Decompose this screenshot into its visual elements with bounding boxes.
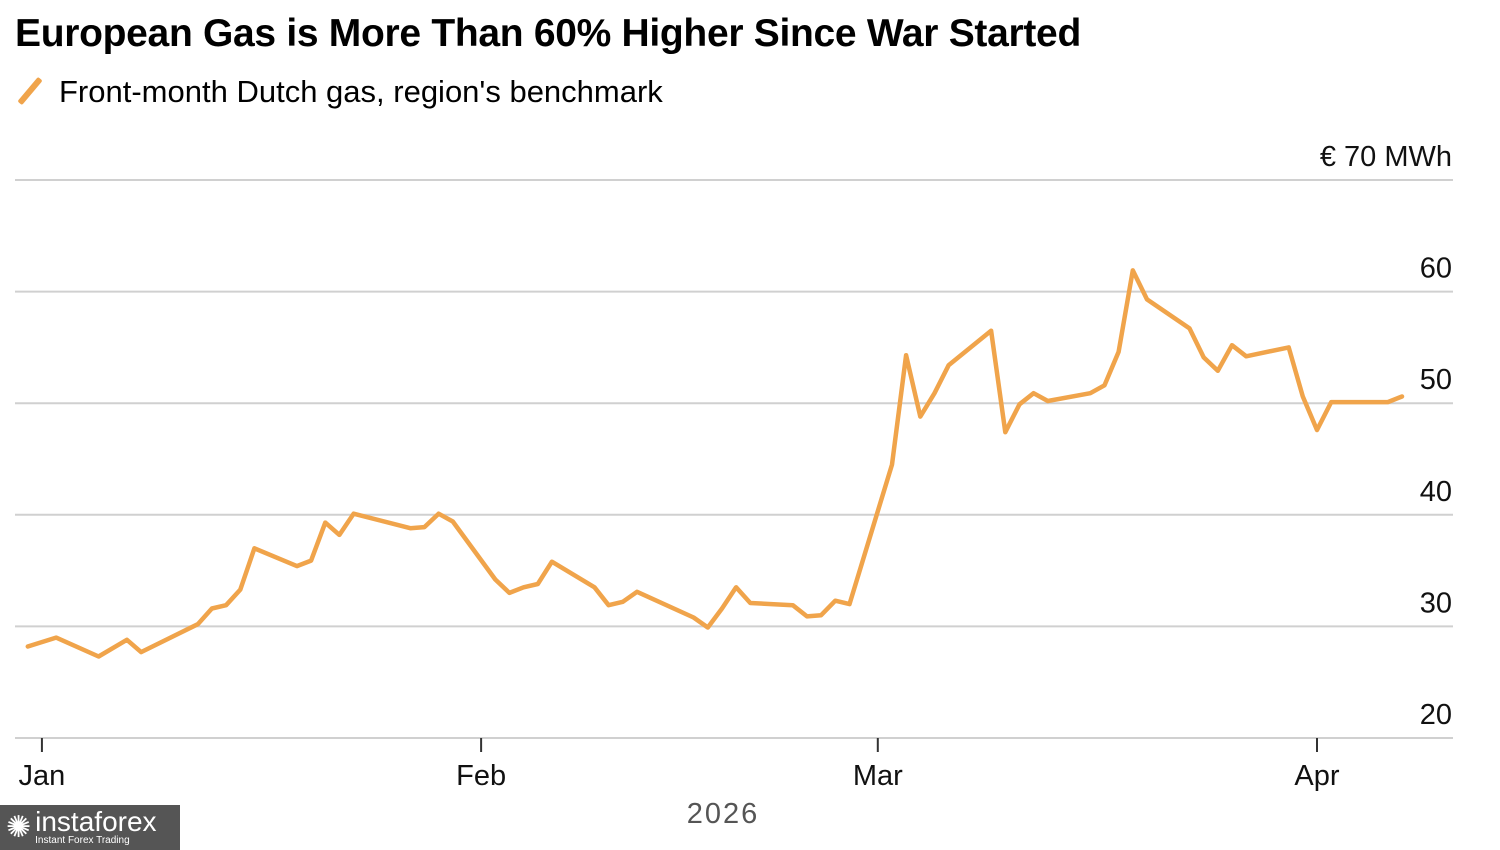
y-tick-label: 40	[1420, 476, 1452, 508]
x-tick-label: Feb	[456, 760, 506, 792]
x-tick-label: Mar	[853, 760, 903, 792]
data-points	[27, 270, 1403, 657]
x-tick-label: Jan	[19, 760, 66, 792]
y-tick-label: 20	[1420, 699, 1452, 731]
logo-name: instaforex	[35, 806, 157, 837]
instaforex-logo: ✺ instaforex Instant Forex Trading	[0, 805, 180, 850]
legend: Front-month Dutch gas, region's benchmar…	[15, 74, 663, 110]
y-tick-label: 60	[1420, 253, 1452, 285]
x-tick-label: Apr	[1294, 760, 1339, 792]
logo-tagline: Instant Forex Trading	[35, 835, 130, 846]
chart-title: European Gas is More Than 60% Higher Sin…	[15, 12, 1081, 55]
x-axis-label: 2026	[687, 798, 760, 830]
legend-label: Front-month Dutch gas, region's benchmar…	[59, 74, 663, 109]
y-tick-label: 50	[1420, 364, 1452, 396]
y-tick-label: € 70 MWh	[1320, 141, 1452, 173]
series-line	[25, 268, 1405, 659]
logo-icon: ✺	[6, 811, 32, 844]
y-tick-label: 30	[1420, 587, 1452, 619]
